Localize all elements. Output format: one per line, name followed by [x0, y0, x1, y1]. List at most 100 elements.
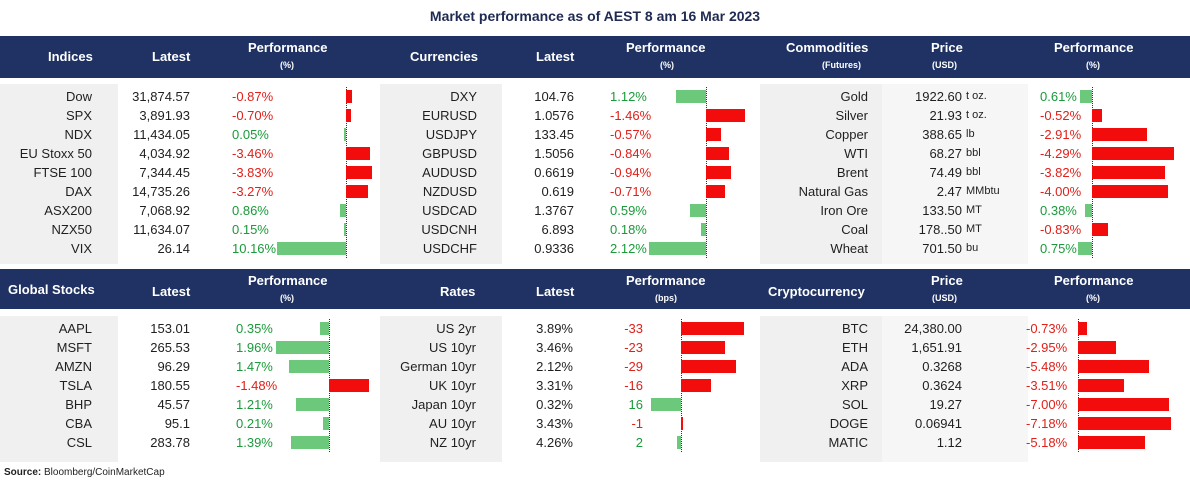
- performance-bar: [1078, 379, 1124, 392]
- performance-bar: [344, 128, 346, 141]
- performance-bar: [681, 341, 725, 354]
- row-price: 19.27: [929, 397, 962, 412]
- row-unit: bbl: [966, 147, 981, 159]
- performance-bar: [344, 223, 346, 236]
- performance-bar: [706, 109, 746, 122]
- row-performance: -4.29%: [1040, 146, 1082, 161]
- row-latest: 45.57: [157, 397, 190, 412]
- row-name: DXY: [450, 89, 477, 104]
- row-name: Natural Gas: [798, 184, 868, 199]
- performance-bar: [1092, 185, 1168, 198]
- row-performance: -2.95%: [1026, 340, 1068, 355]
- header-performance-unit: (%): [1086, 293, 1100, 303]
- row-performance: -16: [624, 378, 643, 393]
- performance-bar: [291, 436, 329, 449]
- row-latest: 95.1: [164, 416, 190, 431]
- row-name: Dow: [65, 89, 92, 104]
- row-name: Coal: [841, 222, 868, 237]
- performance-bar: [1078, 417, 1172, 430]
- header-price-unit: (USD): [932, 60, 957, 70]
- row-latest: 1.0576: [534, 108, 574, 123]
- row-name: NDX: [64, 127, 92, 142]
- row-name: ASX200: [44, 203, 92, 218]
- row-price: 701.50: [922, 241, 962, 256]
- row-performance: 1.96%: [236, 340, 273, 355]
- row-latest: 0.9336: [534, 241, 574, 256]
- row-performance: -5.48%: [1026, 359, 1068, 374]
- row-latest: 153.01: [150, 321, 190, 336]
- row-name: Wheat: [830, 241, 868, 256]
- performance-bar: [289, 360, 329, 373]
- row-performance: -0.52%: [1040, 108, 1082, 123]
- band-crypto-price: [882, 316, 1028, 462]
- row-name: Brent: [836, 165, 868, 180]
- row-name: EURUSD: [422, 108, 477, 123]
- row-name: UK 10yr: [429, 378, 476, 393]
- row-performance: 0.38%: [1040, 203, 1077, 218]
- row-unit: MMbtu: [966, 185, 1000, 197]
- performance-bar: [1078, 436, 1146, 449]
- performance-bar: [650, 398, 681, 411]
- performance-bar: [706, 185, 726, 198]
- performance-bar: [701, 223, 706, 236]
- row-latest: 180.55: [150, 378, 190, 393]
- row-performance: 0.15%: [232, 222, 269, 237]
- performance-bar: [1078, 360, 1150, 373]
- row-name: TSLA: [59, 378, 92, 393]
- row-performance: -0.87%: [232, 89, 274, 104]
- row-name: NZ 10yr: [429, 435, 476, 450]
- row-price: 388.65: [922, 127, 962, 142]
- row-performance: 0.75%: [1040, 241, 1077, 256]
- performance-bar: [1092, 147, 1174, 160]
- row-name: Iron Ore: [820, 203, 868, 218]
- row-performance: -2.91%: [1040, 127, 1082, 142]
- row-latest: 3.46%: [536, 340, 573, 355]
- row-latest: 4,034.92: [139, 146, 190, 161]
- row-price: 1,651.91: [911, 340, 962, 355]
- row-name: BTC: [842, 321, 868, 336]
- performance-bar: [1092, 223, 1108, 236]
- row-unit: bu: [966, 242, 979, 254]
- performance-bar: [1092, 109, 1102, 122]
- row-latest: 1.3767: [534, 203, 574, 218]
- row-unit: MT: [966, 204, 982, 216]
- row-price: 178..50: [918, 222, 962, 237]
- performance-bar: [681, 379, 712, 392]
- row-performance: -1.46%: [610, 108, 652, 123]
- row-name: VIX: [71, 241, 92, 256]
- header-price: Price: [931, 273, 963, 288]
- band-global-name: [0, 316, 118, 462]
- row-latest: 3.43%: [536, 416, 573, 431]
- row-name: NZX50: [51, 222, 92, 237]
- row-name: USDCAD: [422, 203, 477, 218]
- header-performance: Performance: [1054, 273, 1134, 288]
- row-unit: bbl: [966, 166, 981, 178]
- row-name: US 10yr: [429, 340, 476, 355]
- row-performance: -0.94%: [610, 165, 652, 180]
- band-indices-name: [0, 84, 118, 264]
- row-name: Copper: [825, 127, 868, 142]
- row-name: USDCNH: [421, 222, 477, 237]
- performance-bar: [648, 242, 706, 255]
- row-performance: -33: [624, 321, 643, 336]
- header-price-unit: (USD): [932, 293, 957, 303]
- row-performance: 0.59%: [610, 203, 647, 218]
- row-performance: 1.21%: [236, 397, 273, 412]
- row-performance: -0.73%: [1026, 321, 1068, 336]
- performance-bar: [677, 436, 681, 449]
- row-latest: 0.32%: [536, 397, 573, 412]
- row-unit: lb: [966, 128, 975, 140]
- row-price: 0.3268: [922, 359, 962, 374]
- row-price: 21.93: [929, 108, 962, 123]
- performance-bar: [319, 322, 329, 335]
- performance-bar: [1092, 166, 1165, 179]
- row-performance: -7.18%: [1026, 416, 1068, 431]
- row-name: BHP: [65, 397, 92, 412]
- row-latest: 133.45: [534, 127, 574, 142]
- row-unit: t oz.: [966, 90, 987, 102]
- band-commodities-price: [882, 84, 1028, 264]
- row-price: 133.50: [922, 203, 962, 218]
- row-performance: -3.51%: [1026, 378, 1068, 393]
- performance-bar: [296, 398, 329, 411]
- performance-bar: [681, 360, 737, 373]
